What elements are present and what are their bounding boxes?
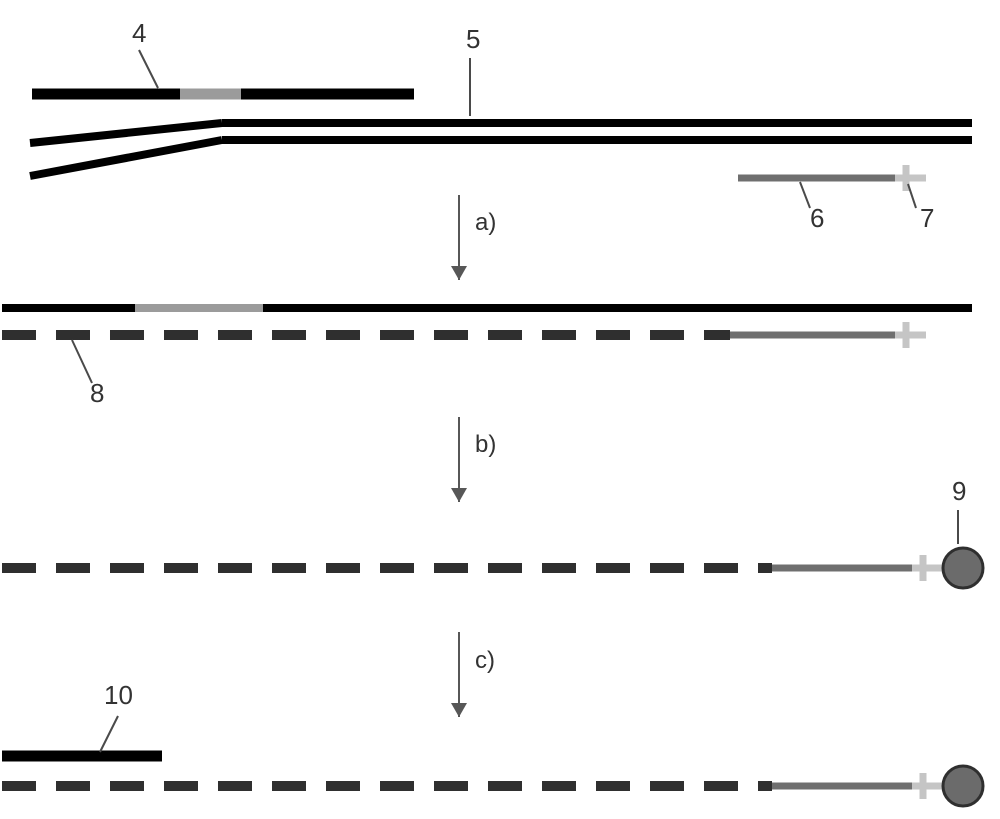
label-l5: 5 (466, 24, 480, 54)
leader-l6 (800, 182, 810, 208)
bead-9-p4 (943, 766, 983, 806)
leader-l8 (72, 340, 92, 383)
leader-l4 (139, 50, 158, 88)
label-l9: 9 (952, 476, 966, 506)
bead-9-p3 (943, 548, 983, 588)
leader-l7 (908, 184, 916, 208)
label-l10: 10 (104, 680, 133, 710)
arrow-b-head (451, 488, 467, 502)
arrow-a-head (451, 266, 467, 280)
fork-bottom (30, 140, 222, 176)
label-l8: 8 (90, 378, 104, 408)
label-l6: 6 (810, 203, 824, 233)
label-step_a: a) (475, 209, 496, 236)
label-l4: 4 (132, 18, 146, 48)
leader-l10 (100, 716, 118, 752)
label-step_b: b) (475, 431, 496, 458)
label-step_c: c) (475, 647, 495, 674)
fork-top (30, 123, 222, 143)
diagram-canvas: 4 5 6 7 8 9 10 a) b) c) (0, 0, 1000, 819)
arrow-c-head (451, 703, 467, 717)
label-l7: 7 (920, 203, 934, 233)
